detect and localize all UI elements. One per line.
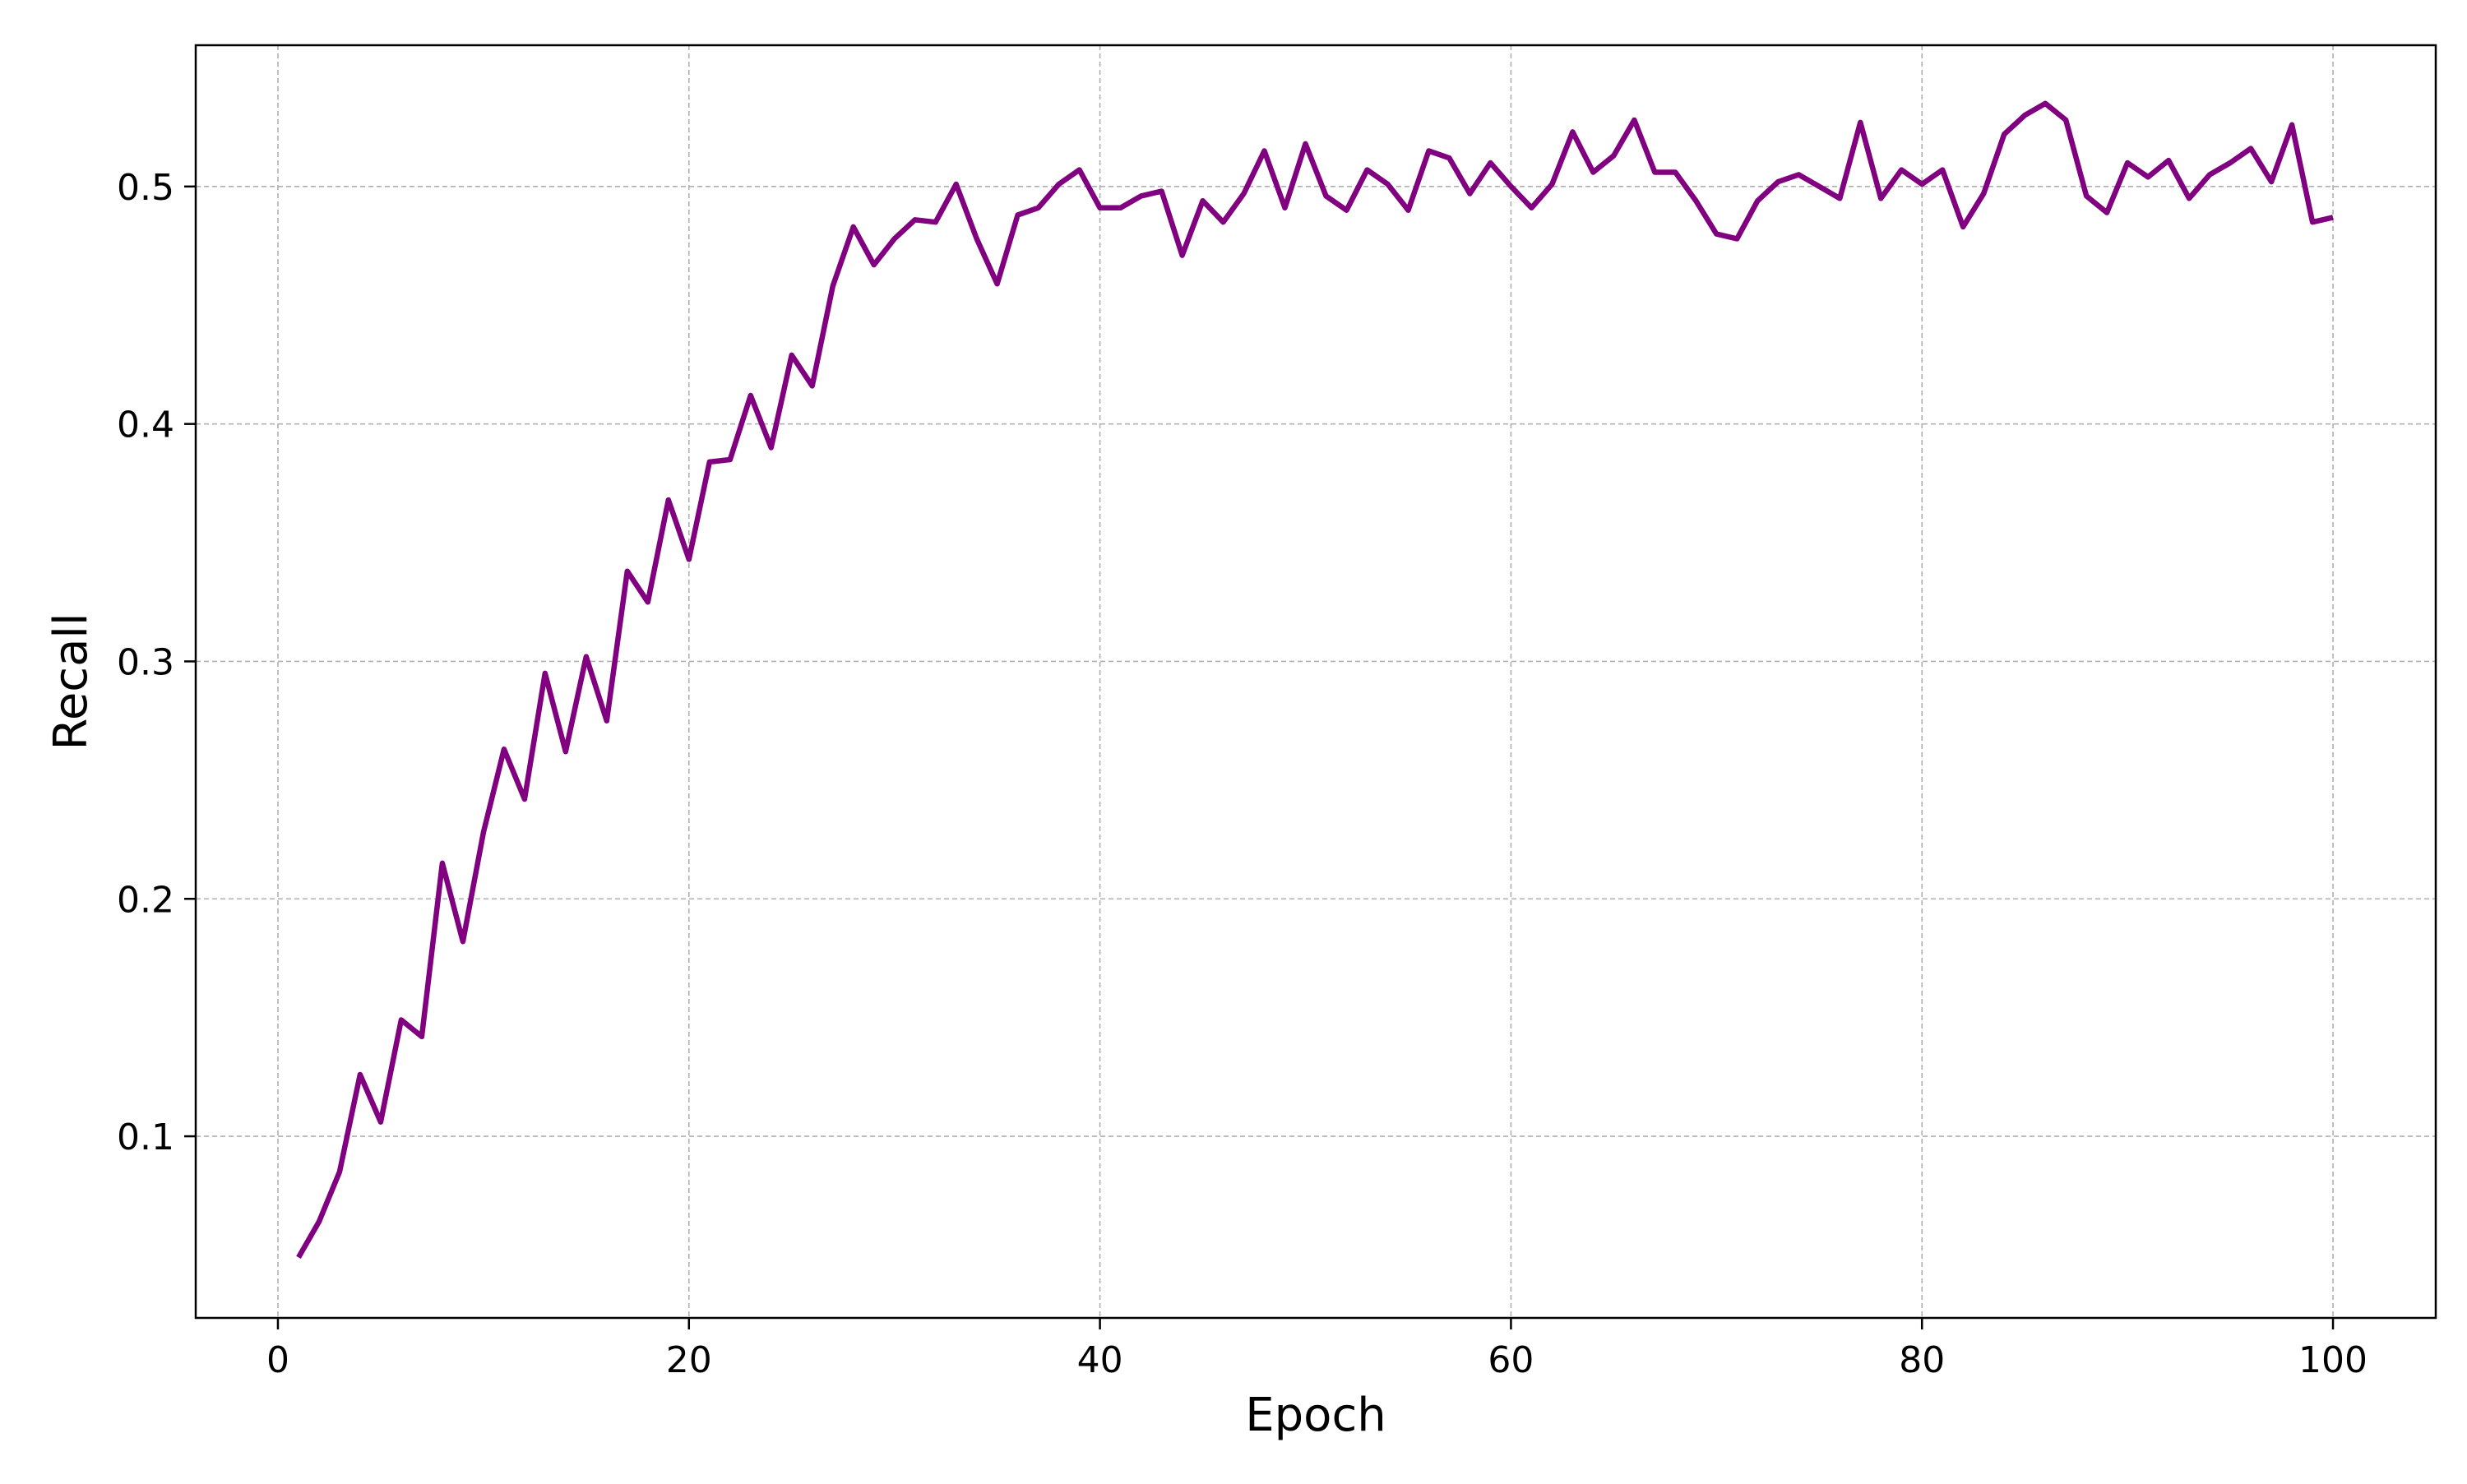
x-tick-label: 0 — [266, 1339, 289, 1381]
recall-line — [296, 100, 2334, 1260]
x-tick-label: 80 — [1899, 1339, 1945, 1381]
x-tick-label: 60 — [1488, 1339, 1534, 1381]
y-tick-label: 0.1 — [117, 1116, 174, 1158]
y-tick-label: 0.3 — [117, 641, 174, 683]
grid — [196, 45, 2436, 1318]
plot-frame — [194, 44, 2437, 1320]
axis-ticks: 0 20 40 60 80 100 0.1 0.2 0.3 0.4 0.5 — [117, 167, 2367, 1381]
y-axis-label: Recall — [44, 613, 98, 750]
x-tick-label: 100 — [2298, 1339, 2367, 1381]
series-layer — [296, 100, 2334, 1260]
y-tick-label: 0.4 — [117, 405, 174, 446]
x-axis-label: Epoch — [1245, 1389, 1386, 1442]
y-tick-label: 0.2 — [117, 879, 174, 921]
y-tick-label: 0.5 — [117, 167, 174, 209]
x-tick-label: 40 — [1077, 1339, 1123, 1381]
x-tick-label: 20 — [666, 1339, 712, 1381]
